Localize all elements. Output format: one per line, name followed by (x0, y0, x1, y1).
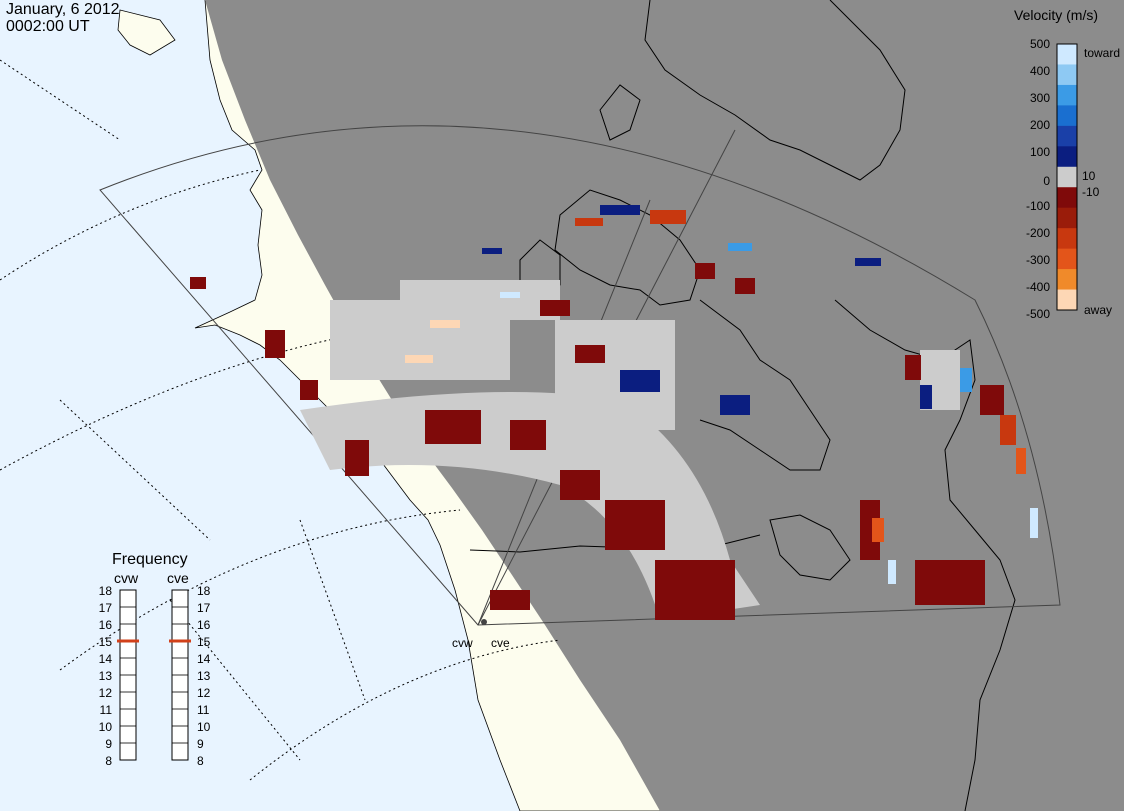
velocity-tick-label: -100 (1026, 199, 1050, 213)
velocity-tick-label: 300 (1030, 91, 1050, 105)
frequency-tick-label: 15 (99, 635, 113, 649)
frequency-title: Frequency (112, 551, 188, 568)
velocity-scatter (190, 205, 1038, 620)
frequency-tick-label: 13 (197, 669, 211, 683)
plot-time: 0002:00 UT (6, 18, 90, 35)
frequency-tick-label: 11 (100, 703, 113, 717)
frequency-tick-label: 10 (99, 720, 113, 734)
frequency-tick-label: 15 (197, 635, 211, 649)
velocity-toward-label: toward (1084, 46, 1120, 60)
velocity-tick-label: 500 (1030, 37, 1050, 51)
velocity-color-swatch (1057, 289, 1077, 311)
frequency-tick-label: 12 (99, 686, 113, 700)
frequency-tick-label: 9 (197, 737, 204, 751)
velocity-color-swatch (1057, 105, 1077, 127)
frequency-tick-label: 8 (105, 754, 112, 768)
velocity-color-bar (1056, 43, 1078, 311)
frequency-tick-label: 12 (197, 686, 211, 700)
velocity-away-label: away (1084, 303, 1112, 317)
frequency-columns (117, 589, 191, 761)
velocity-tick-label: -300 (1026, 253, 1050, 267)
frequency-tick-label: 16 (99, 618, 113, 632)
ground-scatter (300, 280, 960, 620)
frequency-tick-label: 18 (197, 584, 211, 598)
frequency-ticks-right: 18 17 16 15 14 13 12 11 10 9 8 (197, 584, 211, 768)
velocity-color-bar-frame (1056, 43, 1078, 311)
velocity-color-swatch (1057, 44, 1077, 65)
frequency-tick-label: 16 (197, 618, 211, 632)
velocity-tick-label: 400 (1030, 64, 1050, 78)
frequency-tick-label: 11 (197, 703, 210, 717)
velocity-color-swatch (1057, 84, 1077, 106)
velocity-color-swatch (1057, 166, 1077, 188)
frequency-tick-label: 8 (197, 754, 204, 768)
frequency-tick-label: 10 (197, 720, 211, 734)
frequency-indicator-cve (169, 639, 191, 643)
velocity-color-swatch (1057, 64, 1077, 86)
velocity-tick-label: -200 (1026, 226, 1050, 240)
velocity-tick-label: 0 (1043, 174, 1050, 188)
velocity-color-swatch (1057, 125, 1077, 147)
frequency-panel: Frequency cvw cve 18 17 16 15 14 13 12 11 10 9 8 1… (99, 551, 211, 768)
velocity-color-swatch (1057, 146, 1077, 168)
velocity-tick-label: 10 (1082, 169, 1096, 183)
radar-site-label-cvw: cvw (452, 636, 473, 650)
frequency-tick-label: 9 (105, 737, 112, 751)
frequency-tick-label: 17 (99, 601, 113, 615)
frequency-ticks-left: 18 17 16 15 14 13 12 11 10 9 8 (99, 584, 113, 768)
frequency-tick-label: 14 (197, 652, 211, 666)
velocity-tick-labels: 500400300200100100-10-100-200-300-400-50… (1026, 37, 1100, 321)
frequency-indicator-cvw (117, 639, 139, 643)
velocity-color-swatch (1057, 248, 1077, 270)
velocity-legend: Velocity (m/s) 500400300200100100-10-100… (1014, 7, 1120, 321)
velocity-color-swatch (1057, 187, 1077, 209)
velocity-tick-label: -400 (1026, 280, 1050, 294)
velocity-tick-label: -10 (1082, 185, 1100, 199)
frequency-tick-label: 18 (99, 584, 113, 598)
velocity-color-swatch (1057, 228, 1077, 250)
frequency-column-label-cvw: cvw (114, 570, 139, 586)
velocity-legend-title: Velocity (m/s) (1014, 7, 1098, 23)
velocity-tick-label: 100 (1030, 145, 1050, 159)
radar-site-marker (481, 619, 487, 625)
radar-site-label-cve: cve (491, 636, 510, 650)
frequency-tick-label: 14 (99, 652, 113, 666)
velocity-color-swatch (1057, 207, 1077, 229)
velocity-tick-label: -500 (1026, 307, 1050, 321)
frequency-column-label-cve: cve (167, 570, 189, 586)
frequency-tick-label: 13 (99, 669, 113, 683)
velocity-color-swatch (1057, 269, 1077, 291)
frequency-tick-label: 17 (197, 601, 211, 615)
plot-date: January, 6 2012 (6, 1, 120, 18)
velocity-tick-label: 200 (1030, 118, 1050, 132)
